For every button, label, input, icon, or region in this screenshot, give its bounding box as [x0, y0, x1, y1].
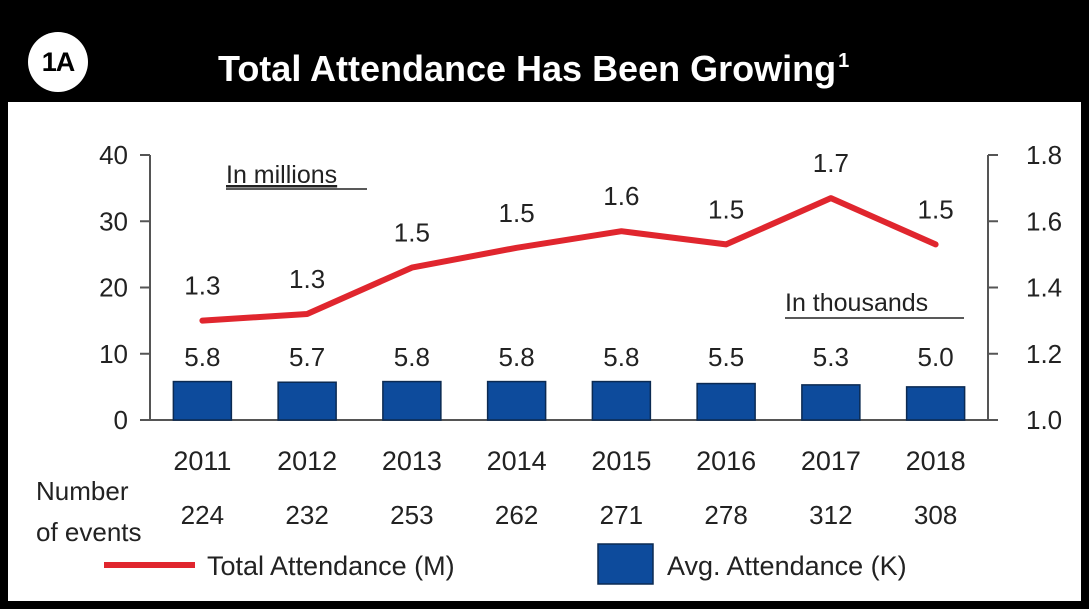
- bar-2011: [172, 380, 233, 421]
- bar-2017: [801, 384, 861, 421]
- line-label-2014: 1.5: [499, 198, 535, 228]
- y-left-tick-label: 10: [99, 339, 128, 369]
- y-axis-right-ticks: 1.0 1.2 1.4 1.6 1.8: [988, 140, 1062, 435]
- thousands-note: In thousands: [785, 289, 928, 317]
- chart-panel: [8, 102, 1081, 601]
- bar-label-2015: 5.8: [603, 342, 639, 372]
- title-footnote-marker: 1: [838, 50, 850, 72]
- x-label-2013: 2013: [382, 446, 442, 476]
- event-count-values: 224 232 253 262 271 278 312 308: [181, 500, 958, 530]
- y-left-tick-label: 0: [114, 405, 128, 435]
- y-left-tick-label: 40: [99, 140, 128, 170]
- y-right-tick-label: 1.4: [1026, 273, 1062, 303]
- line-label-2017: 1.7: [813, 148, 849, 178]
- bar-label-2017: 5.3: [813, 342, 849, 372]
- events-label-line2: of events: [36, 517, 142, 547]
- bar-label-2012: 5.7: [289, 342, 325, 372]
- bar-2014: [486, 380, 547, 421]
- x-label-2012: 2012: [277, 446, 337, 476]
- legend-bar-swatch: [597, 543, 654, 585]
- line-label-2013: 1.5: [394, 218, 430, 248]
- bar-data-labels: 5.8 5.7 5.8 5.8 5.8 5.5 5.3 5.0: [184, 342, 953, 372]
- x-axis-labels: 2011 2012 2013 2014 2015 2016 2017 2018: [173, 446, 965, 476]
- x-label-2011: 2011: [173, 446, 231, 476]
- chart-header: 1A Total Attendance Has Been Growing 1: [0, 0, 1089, 102]
- event-count-2017: 312: [809, 500, 852, 530]
- millions-note: In millions: [226, 161, 337, 189]
- bar-2016: [696, 382, 756, 421]
- event-count-2014: 262: [495, 500, 538, 530]
- y-axis-left-ticks: 0 10 20 30 40: [99, 140, 150, 435]
- line-label-2012: 1.3: [289, 264, 325, 294]
- event-count-2018: 308: [914, 500, 957, 530]
- events-label-line1: Number: [36, 476, 129, 506]
- bar-label-2016: 5.5: [708, 342, 744, 372]
- bar-2018: [905, 386, 966, 421]
- y-right-tick-label: 1.8: [1026, 140, 1062, 170]
- event-count-2016: 278: [704, 500, 747, 530]
- bar-series: [172, 380, 966, 421]
- bar-label-2013: 5.8: [394, 342, 430, 372]
- y-right-tick-label: 1.6: [1026, 206, 1062, 236]
- event-count-2015: 271: [600, 500, 643, 530]
- bar-label-2018: 5.0: [918, 342, 954, 372]
- x-label-2014: 2014: [487, 446, 547, 476]
- y-right-tick-label: 1.0: [1026, 405, 1062, 435]
- event-count-2013: 253: [390, 500, 433, 530]
- x-label-2018: 2018: [906, 446, 966, 476]
- bar-2015: [591, 380, 652, 421]
- chart-title: Total Attendance Has Been Growing 1: [218, 32, 849, 98]
- y-left-tick-label: 20: [99, 273, 128, 303]
- y-right-tick-label: 1.2: [1026, 339, 1062, 369]
- y-left-tick-label: 30: [99, 206, 128, 236]
- total-attendance-line: [199, 195, 939, 324]
- line-label-2011: 1.3: [184, 271, 220, 301]
- bar-label-2014: 5.8: [499, 342, 535, 372]
- chart-title-text: Total Attendance Has Been Growing: [218, 48, 837, 89]
- figure-badge: 1A: [28, 32, 88, 92]
- x-label-2017: 2017: [801, 446, 861, 476]
- line-label-2015: 1.6: [603, 181, 639, 211]
- bar-2013: [382, 380, 442, 421]
- event-count-2012: 232: [285, 500, 328, 530]
- legend-line-label: Total Attendance (M): [207, 551, 455, 581]
- bar-label-2011: 5.8: [184, 342, 220, 372]
- bar-2012: [277, 381, 337, 421]
- line-label-2018: 1.5: [918, 194, 954, 224]
- x-label-2015: 2015: [591, 446, 651, 476]
- legend-bar-label: Avg. Attendance (K): [667, 551, 907, 581]
- line-data-labels: 1.3 1.3 1.5 1.5 1.6 1.5 1.7 1.5: [184, 148, 953, 301]
- event-count-2011: 224: [181, 500, 224, 530]
- line-label-2016: 1.5: [708, 194, 744, 224]
- x-label-2016: 2016: [696, 446, 756, 476]
